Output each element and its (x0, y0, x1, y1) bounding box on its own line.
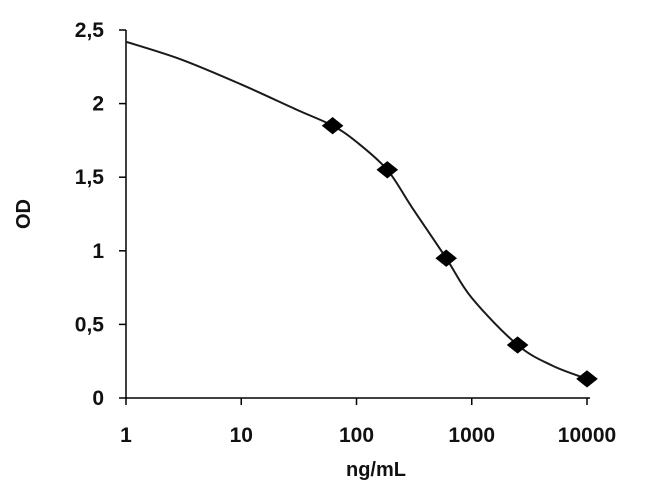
x-axis-ticks: 1 10 100 1000 10000 (120, 398, 616, 447)
y-tick-label: 2,5 (75, 19, 105, 42)
y-tick-label: 1 (92, 240, 104, 263)
x-axis-title: ng/mL (346, 459, 406, 481)
data-points-layer (321, 117, 598, 388)
fit-curve-layer (125, 40, 588, 380)
y-tick-label: 0 (92, 387, 104, 410)
y-tick-label: 1,5 (75, 166, 105, 189)
fit-curve-line (125, 40, 588, 380)
y-tick-label: 2 (92, 93, 104, 116)
data-point-marker (506, 336, 529, 354)
data-point-marker (376, 161, 399, 179)
data-point-marker (576, 370, 598, 388)
x-tick-label: 1000 (448, 424, 495, 447)
x-tick-label: 1 (120, 424, 132, 447)
y-axis-title: OD (13, 199, 35, 229)
data-point-marker (321, 117, 344, 135)
axes (125, 30, 590, 399)
x-tick-label: 10000 (558, 424, 616, 447)
y-axis-ticks: 0 0,5 1 1,5 2 2,5 (75, 19, 126, 410)
y-tick-label: 0,5 (75, 313, 105, 336)
x-tick-label: 100 (339, 424, 374, 447)
x-tick-label: 10 (230, 424, 253, 447)
data-point-marker (435, 249, 458, 267)
